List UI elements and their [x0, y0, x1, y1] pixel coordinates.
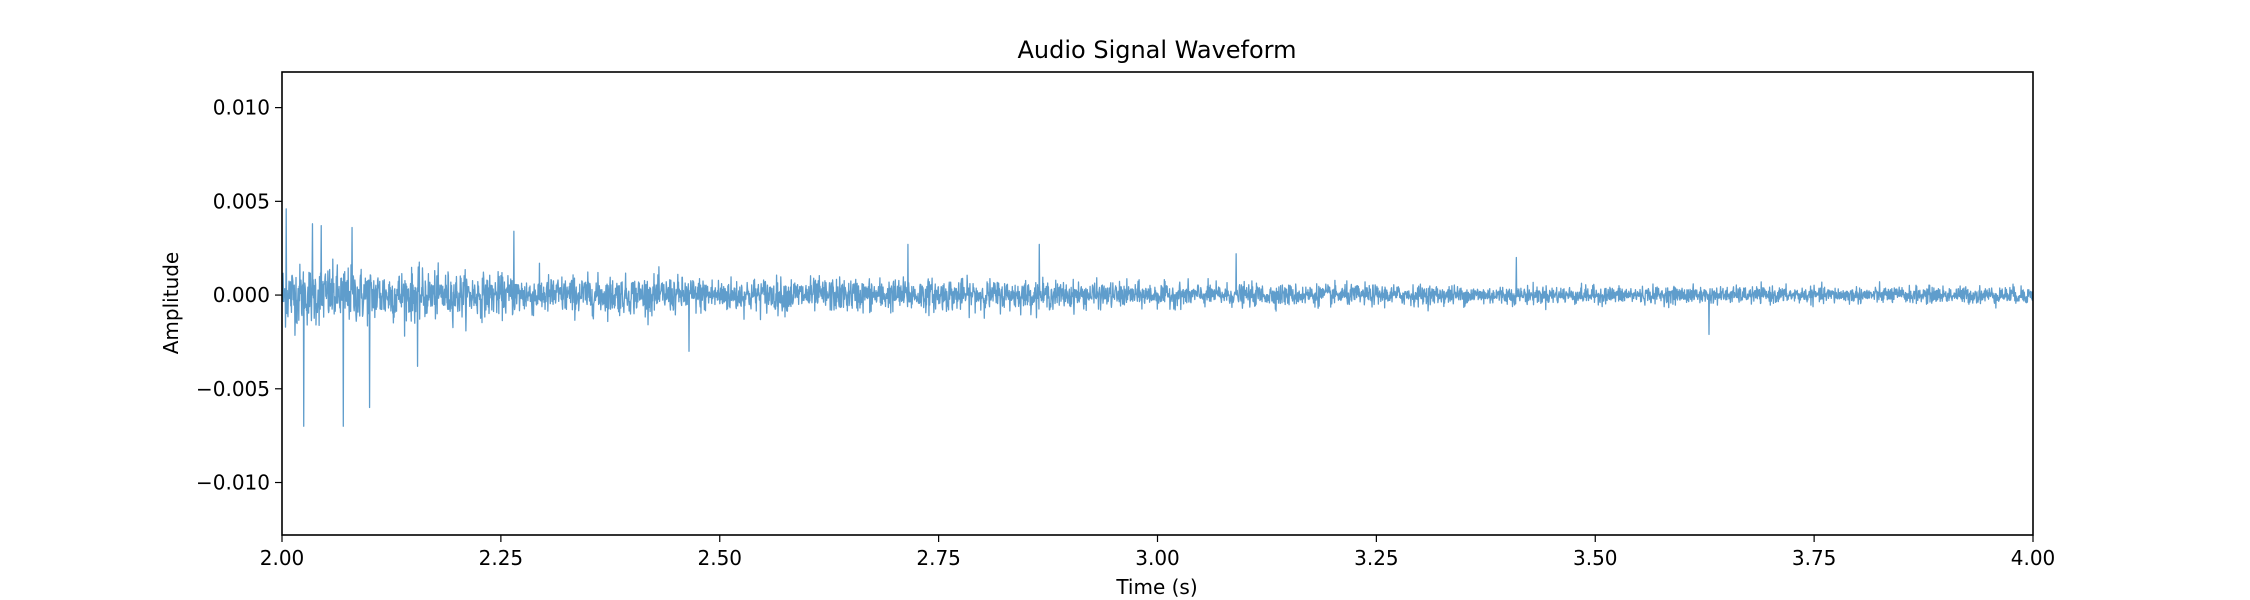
series-group: [282, 208, 2033, 427]
x-tick-label: 3.00: [1135, 546, 1180, 570]
waveform-series-line: [282, 208, 2033, 427]
x-axis: 2.00 2.25 2.50 2.75 3.00 3.25 3.50 3.75 4.00: [260, 535, 2056, 570]
x-tick-label: 4.00: [2011, 546, 2056, 570]
y-tick-label: 0.000: [213, 283, 270, 307]
y-axis: −0.010 −0.005 0.000 0.005 0.010: [196, 96, 282, 495]
x-tick-label: 3.75: [1792, 546, 1837, 570]
x-tick-label: 3.25: [1354, 546, 1399, 570]
x-tick-label: 2.00: [260, 546, 305, 570]
x-tick-label: 2.50: [697, 546, 742, 570]
x-tick-label: 3.50: [1573, 546, 1618, 570]
y-tick-label: −0.005: [196, 377, 270, 401]
y-axis-label: Amplitude: [159, 252, 183, 355]
x-axis-label: Time (s): [1115, 575, 1197, 599]
x-tick-label: 2.75: [916, 546, 961, 570]
y-tick-label: −0.010: [196, 471, 270, 495]
y-tick-label: 0.005: [213, 189, 270, 213]
x-tick-label: 2.25: [479, 546, 524, 570]
chart-title: Audio Signal Waveform: [1017, 36, 1296, 64]
y-tick-label: 0.010: [213, 96, 270, 120]
